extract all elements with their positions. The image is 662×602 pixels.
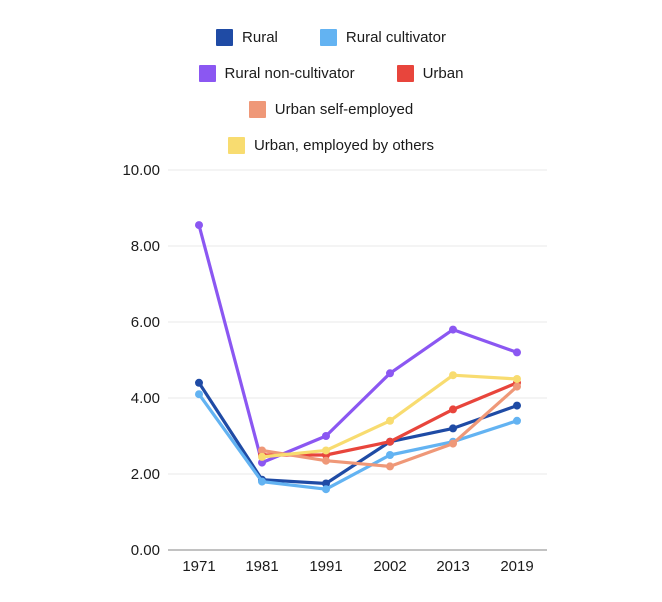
data-point (195, 378, 203, 387)
x-tick-label: 1981 (245, 558, 278, 575)
data-point (258, 458, 266, 467)
data-point (513, 401, 521, 410)
data-point (258, 452, 266, 461)
data-point (322, 446, 330, 455)
legend-row: Urban self-employed (248, 98, 414, 120)
legend-item: Urban (396, 64, 464, 82)
data-point (386, 462, 394, 471)
data-point (449, 424, 457, 433)
legend-label: Rural (242, 28, 278, 46)
x-tick-label: 2019 (500, 558, 533, 575)
data-point (513, 416, 521, 425)
legend-item: Urban, employed by others (227, 136, 435, 154)
legend-swatch-icon (396, 64, 414, 82)
data-point (513, 348, 521, 357)
data-point (449, 371, 457, 380)
legend-item: Rural cultivator (319, 28, 446, 46)
legend-swatch-icon (216, 28, 234, 46)
data-point (386, 369, 394, 378)
legend-label: Urban, employed by others (253, 136, 435, 154)
y-tick-label: 0.00 (131, 542, 160, 559)
data-point (386, 416, 394, 425)
legend-row: Rural non-cultivator Urban (198, 62, 464, 84)
legend-row: Rural Rural cultivator (216, 26, 446, 48)
data-point (386, 451, 394, 459)
legend-swatch-icon (319, 28, 337, 46)
legend: Rural Rural cultivator Rural non-cultivato… (0, 26, 662, 156)
y-tick-label: 2.00 (131, 466, 160, 483)
legend-label: Urban (422, 64, 464, 82)
x-tick-label: 1991 (309, 558, 342, 575)
data-point (449, 325, 457, 334)
legend-label: Rural non-cultivator (224, 64, 355, 82)
series-line-rural-cultivator (197, 392, 519, 491)
data-point (195, 390, 203, 399)
x-tick-label: 2013 (436, 558, 469, 575)
data-point (322, 479, 330, 488)
legend-row: Urban, employed by others (227, 134, 435, 156)
data-point (513, 375, 521, 383)
y-tick-label: 4.00 (131, 390, 160, 407)
data-point (449, 439, 457, 448)
y-tick-label: 10.00 (122, 162, 160, 179)
data-point (258, 446, 266, 455)
series-line-rural-non-cultivator (197, 223, 519, 465)
x-tick-label: 1971 (182, 558, 215, 575)
legend-label: Urban self-employed (274, 100, 414, 118)
legend-item: Urban self-employed (248, 100, 414, 118)
legend-label: Rural cultivator (345, 28, 446, 46)
y-tick-label: 8.00 (131, 238, 160, 255)
data-point (322, 456, 330, 465)
data-point (258, 477, 266, 486)
data-point (449, 405, 457, 414)
data-point (195, 221, 203, 230)
data-point (322, 485, 330, 494)
data-point (513, 382, 521, 391)
data-point (386, 437, 394, 446)
legend-item: Rural (216, 28, 278, 46)
legend-item: Rural non-cultivator (198, 64, 355, 82)
y-tick-label: 6.00 (131, 314, 160, 331)
legend-swatch-icon (248, 100, 266, 118)
data-point (322, 432, 330, 440)
legend-swatch-icon (198, 64, 216, 82)
x-tick-label: 2002 (373, 558, 406, 575)
legend-swatch-icon (227, 136, 245, 154)
